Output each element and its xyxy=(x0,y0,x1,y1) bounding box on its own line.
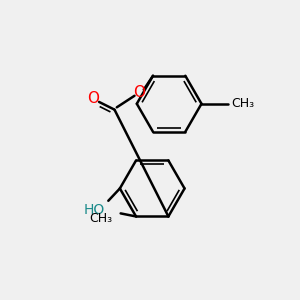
Text: CH₃: CH₃ xyxy=(89,212,112,225)
Text: CH₃: CH₃ xyxy=(232,97,255,110)
Text: O: O xyxy=(87,92,99,106)
Text: HO: HO xyxy=(84,203,105,217)
Text: O: O xyxy=(133,85,145,100)
